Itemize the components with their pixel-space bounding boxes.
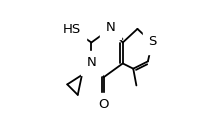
Text: N: N — [86, 56, 96, 69]
Text: N: N — [105, 21, 115, 34]
Text: S: S — [148, 35, 157, 48]
Text: O: O — [99, 98, 109, 111]
Text: HS: HS — [62, 23, 81, 36]
